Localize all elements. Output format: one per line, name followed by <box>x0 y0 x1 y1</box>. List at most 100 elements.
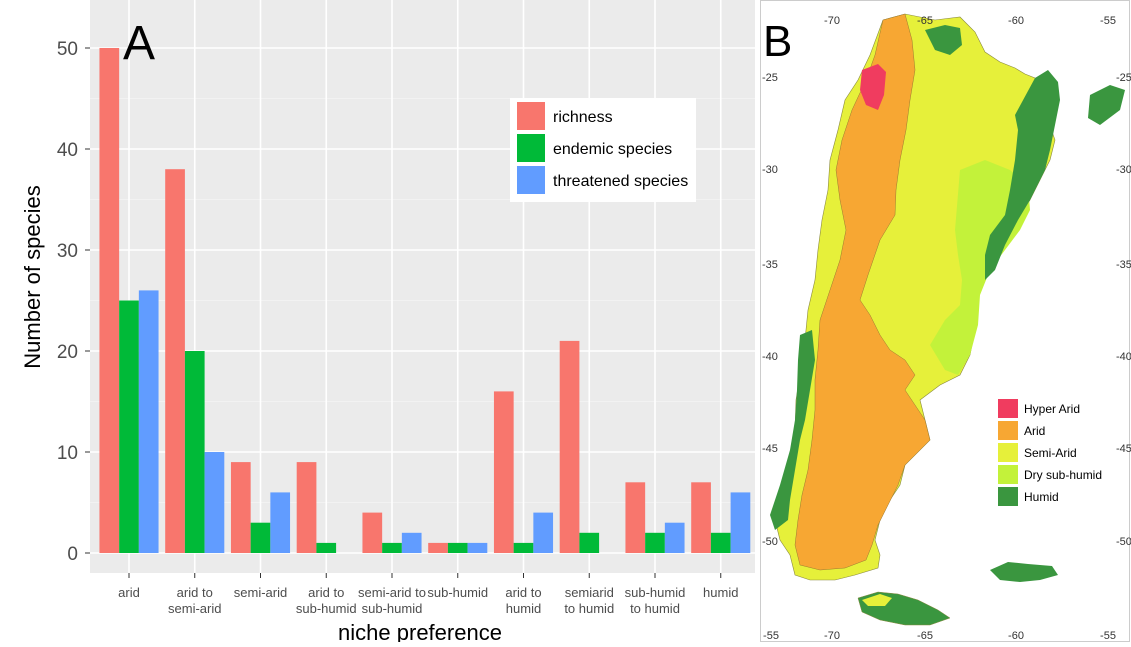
map-legend-key <box>998 487 1018 506</box>
lat-tick-left: -35 <box>762 259 778 271</box>
map-legend-label: Dry sub-humid <box>1024 468 1102 482</box>
bar-threatened-species <box>730 492 751 553</box>
map-legend-label: Semi-Arid <box>1024 446 1077 460</box>
lat-tick-left: -30 <box>762 164 778 176</box>
x-tick-label: humid <box>703 585 738 600</box>
legend-label: richness <box>553 109 613 126</box>
lat-tick-right: -50 <box>1116 536 1131 548</box>
region-humid-andes <box>770 330 815 530</box>
y-axis-title: Number of species <box>20 185 45 368</box>
bar-richness <box>296 462 317 553</box>
legend-key <box>517 134 545 162</box>
x-tick-label: semi-arid <box>234 585 287 600</box>
x-axis-title: niche preference <box>338 620 502 642</box>
lon-tick-bottom: -55 <box>763 630 779 642</box>
x-tick-label: semi-arid to <box>358 585 426 600</box>
lon-tick-top: -70 <box>824 15 840 27</box>
y-tick-label: 30 <box>57 241 78 262</box>
lat-tick-right: -35 <box>1116 259 1131 271</box>
bar-endemic-species <box>645 532 665 553</box>
map-legend-label: Humid <box>1024 490 1059 504</box>
lat-tick-right: -25 <box>1116 72 1131 84</box>
bar-endemic-species <box>513 542 534 553</box>
bar-richness <box>493 391 514 553</box>
y-axis: 0 10 20 30 40 50 <box>57 39 90 565</box>
map-legend-label: Hyper Arid <box>1024 402 1080 416</box>
y-tick-label: 50 <box>57 39 78 60</box>
bar-threatened-species <box>467 542 488 553</box>
bar-threatened-species <box>270 492 291 553</box>
bar-threatened-species <box>401 532 422 553</box>
x-tick-label: sub-humid <box>296 601 357 616</box>
lat-tick-left: -45 <box>762 443 778 455</box>
y-tick-label: 10 <box>57 443 78 464</box>
panel-label-a: A <box>123 17 155 70</box>
x-tick-label: to humid <box>564 601 614 616</box>
region-humid-northeast <box>925 25 962 55</box>
x-tick-label: arid <box>118 585 140 600</box>
x-tick-label: semiarid <box>565 585 614 600</box>
x-tick-label: to humid <box>630 601 680 616</box>
lon-tick-top: -65 <box>917 15 933 27</box>
lon-tick-top: -60 <box>1008 15 1024 27</box>
lat-tick-right: -45 <box>1116 443 1131 455</box>
lat-tick-right: -40 <box>1116 351 1131 363</box>
x-tick-label: arid to <box>308 585 344 600</box>
bar-endemic-species <box>447 542 468 553</box>
aridity-map: -70 -65 -60 -55 -55 -70 -65 -60 -55 -25 -30 -35 -40 -… <box>760 0 1131 642</box>
x-tick-label: sub-humid <box>362 601 423 616</box>
legend-key <box>517 166 545 194</box>
x-tick-label: sub-humid <box>625 585 686 600</box>
lon-tick-bottom: -60 <box>1008 630 1024 642</box>
panel-label-b: B <box>763 17 792 66</box>
bar-richness <box>362 512 383 553</box>
map-legend-key <box>998 421 1018 440</box>
region-tierra-del-fuego-semi-arid <box>862 594 892 606</box>
bar-richness <box>428 542 448 553</box>
bars <box>99 48 751 553</box>
bar-threatened-species <box>664 522 685 553</box>
lon-tick-bottom: -65 <box>917 630 933 642</box>
map-legend-label: Arid <box>1024 424 1045 438</box>
legend-key <box>517 102 545 130</box>
map-legend: Hyper Arid Arid Semi-Arid Dry sub-humid Humi… <box>992 394 1112 516</box>
lon-tick-bottom: -55 <box>1100 630 1116 642</box>
y-tick-label: 20 <box>57 342 78 363</box>
lat-tick-left: -25 <box>762 72 778 84</box>
map-legend-key <box>998 443 1018 462</box>
bar-endemic-species <box>382 542 402 553</box>
x-tick-label: semi-arid <box>168 601 221 616</box>
bar-richness <box>625 482 646 553</box>
bar-richness <box>559 340 580 553</box>
region-humid-island-east <box>1088 85 1125 125</box>
region-hyper-arid <box>860 64 886 110</box>
bar-endemic-species <box>579 532 600 553</box>
bar-richness <box>230 462 251 553</box>
y-tick-label: 40 <box>57 140 78 161</box>
bar-richness <box>165 169 185 553</box>
region-dry-sub-humid <box>930 160 1030 375</box>
legend-label: threatened species <box>553 173 688 190</box>
bar-endemic-species <box>316 542 337 553</box>
legend-label: endemic species <box>553 141 672 158</box>
y-tick-label: 0 <box>67 544 78 565</box>
lat-tick-right: -30 <box>1116 164 1131 176</box>
map-panel: -70 -65 -60 -55 -55 -70 -65 -60 -55 -25 -30 -35 -40 -… <box>760 0 1131 642</box>
x-tick-label: humid <box>506 601 541 616</box>
bar-chart-panel: 0 10 20 30 40 50 arid arid to semi-arid semi-ari… <box>20 0 755 645</box>
x-tick-label: arid to <box>177 585 213 600</box>
bar-endemic-species <box>710 532 731 553</box>
bar-threatened-species <box>204 452 225 553</box>
x-tick-label: arid to <box>505 585 541 600</box>
map-ticks: -70 -65 -60 -55 -55 -70 -65 -60 -55 -25 -30 -35 -40 -… <box>762 15 1131 642</box>
chart-legend: richness endemic species threatened specie… <box>510 98 696 202</box>
lon-tick-bottom: -70 <box>824 630 840 642</box>
argentina-map <box>770 13 1125 626</box>
region-humid <box>985 70 1060 280</box>
bar-endemic-species <box>250 522 271 553</box>
map-legend-key <box>998 399 1018 418</box>
bar-threatened-species <box>138 290 159 553</box>
lat-tick-left: -50 <box>762 536 778 548</box>
